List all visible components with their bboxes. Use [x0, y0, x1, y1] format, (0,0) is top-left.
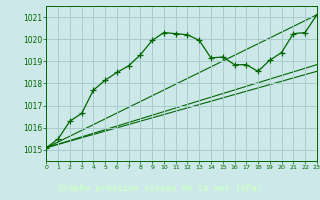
Text: Graphe pression niveau de la mer (hPa): Graphe pression niveau de la mer (hPa) [58, 184, 262, 193]
